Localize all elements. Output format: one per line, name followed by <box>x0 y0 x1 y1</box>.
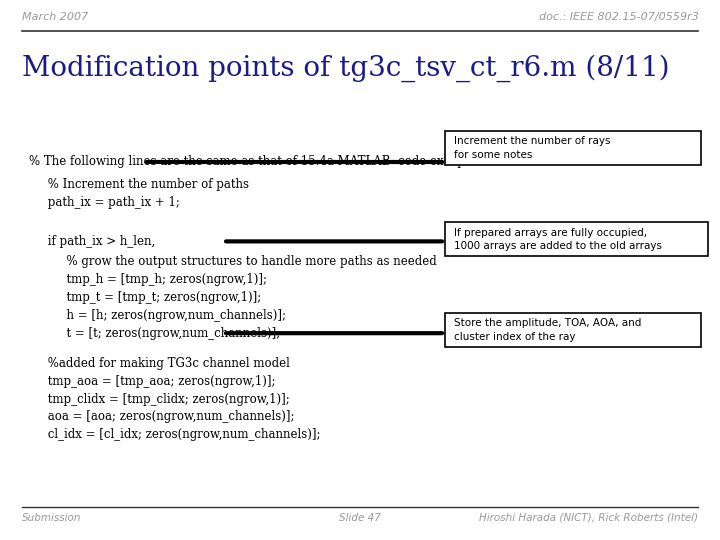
Text: If prepared arrays are fully occupied,
1000 arrays are added to the old arrays: If prepared arrays are fully occupied, 1… <box>454 228 662 251</box>
Text: tmp_aoa = [tmp_aoa; zeros(ngrow,1)];: tmp_aoa = [tmp_aoa; zeros(ngrow,1)]; <box>29 375 275 388</box>
Text: Increment the number of rays
for some notes: Increment the number of rays for some no… <box>454 137 610 159</box>
Text: Slide 47: Slide 47 <box>339 513 381 523</box>
Text: % grow the output structures to handle more paths as needed: % grow the output structures to handle m… <box>29 255 436 268</box>
Text: tmp_clidx = [tmp_clidx; zeros(ngrow,1)];: tmp_clidx = [tmp_clidx; zeros(ngrow,1)]; <box>29 393 289 406</box>
Text: doc.: IEEE 802.15-07/0559r3: doc.: IEEE 802.15-07/0559r3 <box>539 11 698 22</box>
Text: path_ix = path_ix + 1;: path_ix = path_ix + 1; <box>29 196 180 209</box>
Text: aoa = [aoa; zeros(ngrow,num_channels)];: aoa = [aoa; zeros(ngrow,num_channels)]; <box>29 410 294 423</box>
Text: cl_idx = [cl_idx; zeros(ngrow,num_channels)];: cl_idx = [cl_idx; zeros(ngrow,num_channe… <box>29 428 320 441</box>
Text: %added for making TG3c channel model: %added for making TG3c channel model <box>29 357 289 370</box>
Text: tmp_t = [tmp_t; zeros(ngrow,1)];: tmp_t = [tmp_t; zeros(ngrow,1)]; <box>29 291 261 304</box>
Text: if path_ix > h_len,: if path_ix > h_len, <box>29 235 155 248</box>
Bar <box>445 222 708 256</box>
Text: March 2007: March 2007 <box>22 11 88 22</box>
Text: h = [h; zeros(ngrow,num_channels)];: h = [h; zeros(ngrow,num_channels)]; <box>29 309 286 322</box>
Text: Submission: Submission <box>22 513 81 523</box>
Text: t = [t; zeros(ngrow,num_channels)];: t = [t; zeros(ngrow,num_channels)]; <box>29 327 280 340</box>
Bar <box>445 313 701 347</box>
Text: % The following lines are the same as that of 15.4a MATLAB  code except for some: % The following lines are the same as th… <box>29 156 561 168</box>
Bar <box>445 131 701 165</box>
Text: Hiroshi Harada (NICT), Rick Roberts (Intel): Hiroshi Harada (NICT), Rick Roberts (Int… <box>480 513 698 523</box>
Text: % Increment the number of paths: % Increment the number of paths <box>29 178 249 191</box>
Text: tmp_h = [tmp_h; zeros(ngrow,1)];: tmp_h = [tmp_h; zeros(ngrow,1)]; <box>29 273 267 286</box>
Text: Modification points of tg3c_tsv_ct_r6.m (8/11): Modification points of tg3c_tsv_ct_r6.m … <box>22 54 669 82</box>
Text: Store the amplitude, TOA, AOA, and
cluster index of the ray: Store the amplitude, TOA, AOA, and clust… <box>454 319 641 341</box>
